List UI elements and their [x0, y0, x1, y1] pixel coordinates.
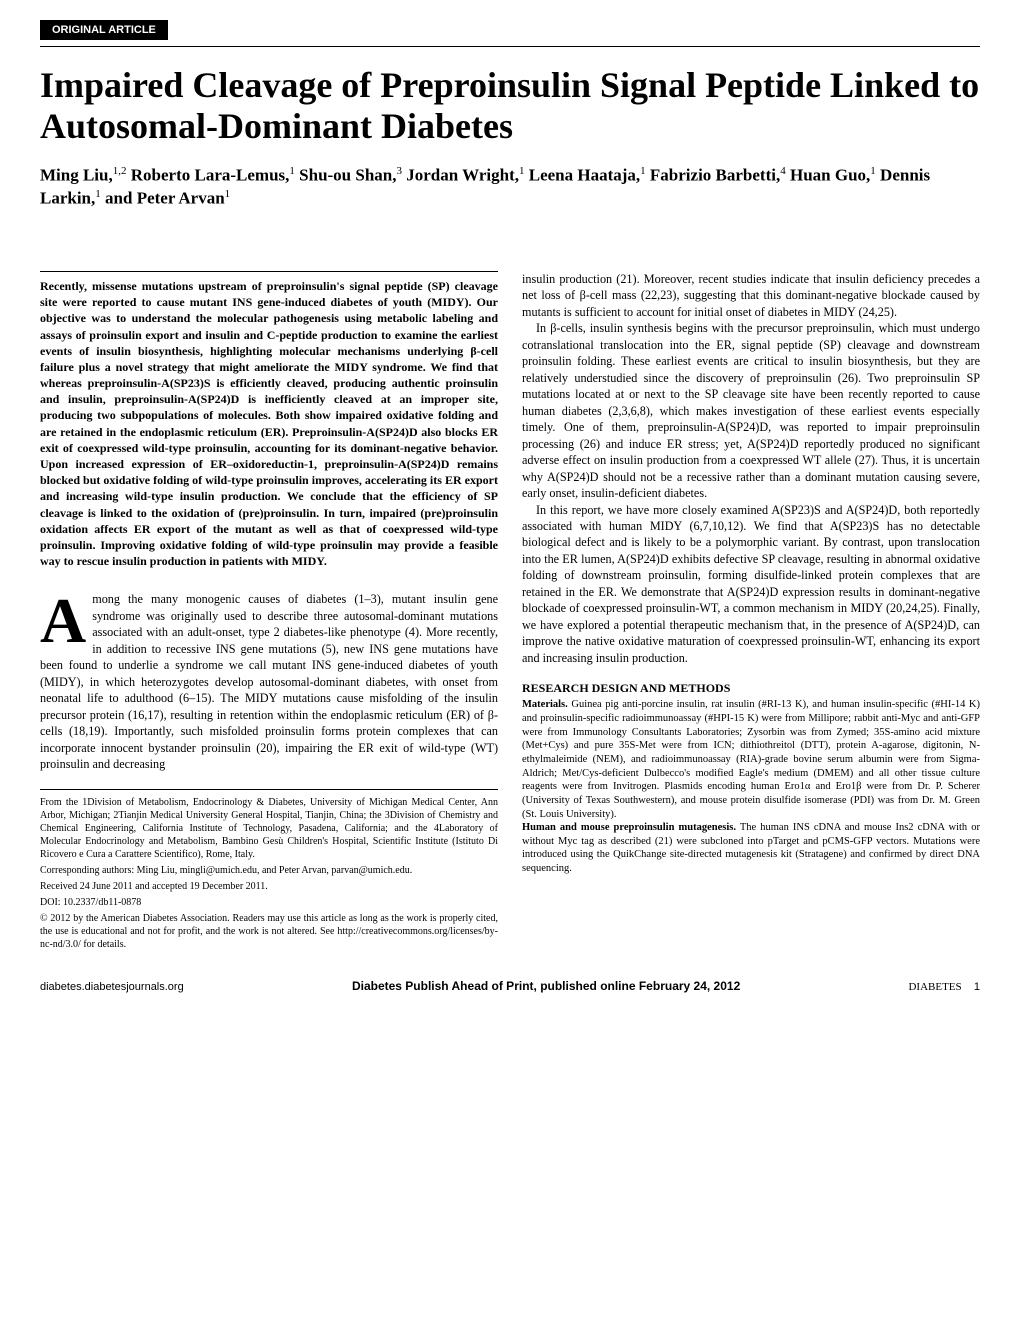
header-rule: [40, 46, 980, 47]
intro-p1-continuation: insulin production (21). Moreover, recen…: [522, 271, 980, 320]
methods-mutagenesis: Human and mouse preproinsulin mutagenesi…: [522, 821, 980, 876]
footer-page-number: 1: [974, 981, 980, 993]
intro-p1-text: mong the many monogenic causes of diabet…: [40, 592, 498, 771]
doi: DOI: 10.2337/db11-0878: [40, 896, 498, 909]
footer-journal: DIABETES: [908, 981, 961, 993]
article-type-badge: ORIGINAL ARTICLE: [40, 20, 168, 40]
intro-paragraph-2: In β-cells, insulin synthesis begins wit…: [522, 320, 980, 501]
article-title: Impaired Cleavage of Preproinsulin Signa…: [40, 65, 980, 148]
author-list: Ming Liu,1,2 Roberto Lara-Lemus,1 Shu-ou…: [40, 164, 980, 211]
footer-url: diabetes.diabetesjournals.org: [40, 981, 184, 993]
footnotes-block: From the 1Division of Metabolism, Endocr…: [40, 789, 498, 951]
received-accepted: Received 24 June 2011 and accepted 19 De…: [40, 880, 498, 893]
intro-paragraph-3: In this report, we have more closely exa…: [522, 502, 980, 667]
intro-paragraph-1: Among the many monogenic causes of diabe…: [40, 591, 498, 772]
materials-label: Materials.: [522, 699, 568, 710]
article-body: Recently, missense mutations upstream of…: [40, 271, 980, 954]
abstract-rule-top: [40, 271, 498, 272]
dropcap: A: [40, 591, 92, 646]
materials-text: Guinea pig anti-porcine insulin, rat ins…: [522, 699, 980, 819]
corresponding-authors: Corresponding authors: Ming Liu, mingli@…: [40, 864, 498, 877]
mutagenesis-label: Human and mouse preproinsulin mutagenesi…: [522, 822, 736, 833]
copyright: © 2012 by the American Diabetes Associat…: [40, 912, 498, 951]
abstract-text: Recently, missense mutations upstream of…: [40, 278, 498, 569]
footer-right: DIABETES 1: [908, 981, 980, 993]
methods-heading: RESEARCH DESIGN AND METHODS: [522, 680, 980, 696]
methods-materials: Materials. Guinea pig anti-porcine insul…: [522, 698, 980, 821]
page-footer: diabetes.diabetesjournals.org Diabetes P…: [40, 978, 980, 993]
affiliations: From the 1Division of Metabolism, Endocr…: [40, 796, 498, 861]
footer-publish-info: Diabetes Publish Ahead of Print, publish…: [352, 979, 740, 993]
